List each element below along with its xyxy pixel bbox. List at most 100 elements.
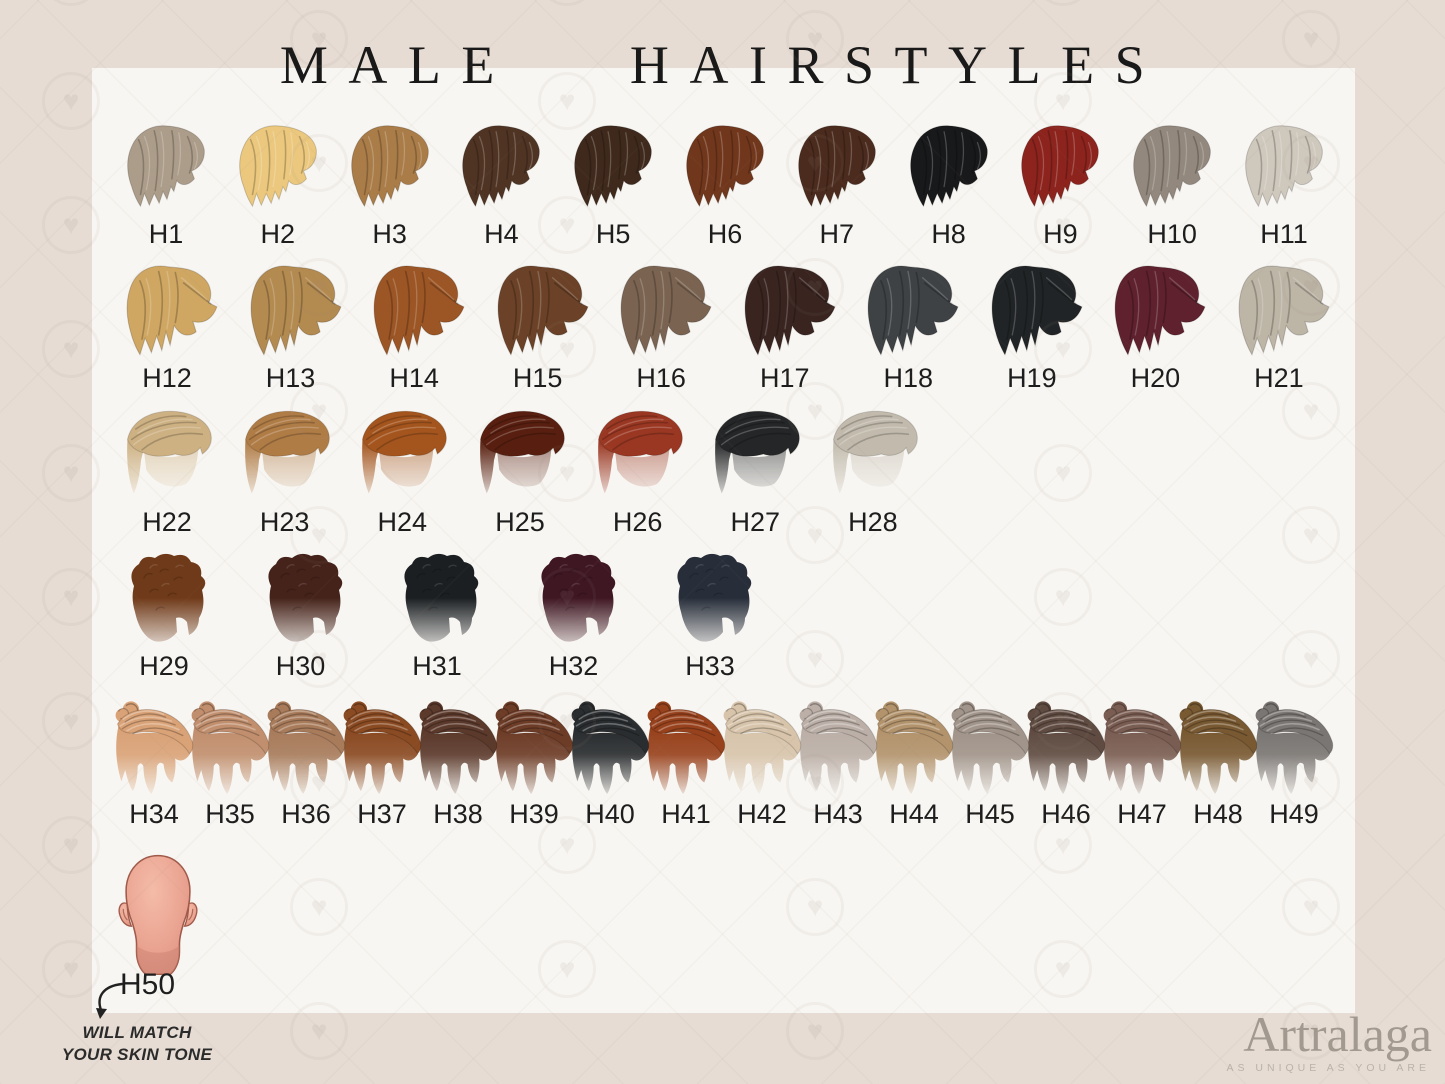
page-title: MALE HAIRSTYLES <box>279 35 1166 95</box>
textured-crop-hair-row: H22 H23 H24 H25 H26 H27 H28 <box>112 402 928 538</box>
hairstyle-label: H3 <box>372 219 407 249</box>
shaggy-hair-icon <box>112 120 220 218</box>
hairstyle-label: H16 <box>636 363 686 393</box>
hairstyle-label: H8 <box>931 219 966 249</box>
hairstyle-item: H24 <box>347 402 457 538</box>
curly-hair-icon <box>385 550 489 650</box>
hairstyle-label: H15 <box>512 363 563 393</box>
crop-hair-icon <box>112 402 222 506</box>
hairstyle-label: H26 <box>612 507 663 537</box>
hairstyle-label: H12 <box>142 363 192 393</box>
hairstyle-item: H47 <box>1104 696 1180 830</box>
hairstyle-label: H42 <box>737 799 787 829</box>
hairstyle-item: H12 <box>108 258 226 394</box>
hairstyle-label: H41 <box>661 799 711 829</box>
swept-hair-icon <box>849 258 967 362</box>
hairstyle-label: H20 <box>1130 363 1181 393</box>
hairstyle-item: H20 <box>1096 258 1214 394</box>
hairstyle-item: H3 <box>336 120 444 250</box>
man-bun-hair-icon <box>268 696 344 798</box>
hairstyle-item: H23 <box>230 402 340 538</box>
skin-tone-note-line1: WILL MATCH <box>82 1023 192 1042</box>
hairstyle-item: H46 <box>1028 696 1104 830</box>
hairstyle-label: H1 <box>148 219 184 249</box>
hairstyle-label: H40 <box>585 799 635 829</box>
hairstyle-label: H18 <box>883 363 934 393</box>
hairstyle-label: H36 <box>281 799 331 829</box>
hairstyle-item: H16 <box>602 258 720 394</box>
hairstyle-item: H29 <box>112 550 216 682</box>
hairstyle-item: H10 <box>1118 120 1226 250</box>
curly-hair-icon <box>112 550 216 650</box>
hairstyle-item: H35 <box>192 696 268 830</box>
swept-hair-icon <box>232 258 350 362</box>
man-bun-hair-icon <box>496 696 572 798</box>
brand-block: Artralaga AS UNIQUE AS YOU ARE <box>1226 1009 1432 1074</box>
hairstyle-item: H17 <box>726 258 844 394</box>
hairstyle-label: H4 <box>484 219 519 249</box>
hairstyle-item: H9 <box>1006 120 1114 250</box>
hairstyle-label: H5 <box>595 219 631 249</box>
hairstyle-item: H26 <box>583 402 693 538</box>
hairstyle-label: H10 <box>1147 219 1197 249</box>
hairstyle-label: H48 <box>1193 799 1243 829</box>
hairstyle-label: H37 <box>357 799 407 829</box>
hairstyle-label: H33 <box>685 651 735 681</box>
hairstyle-item: H38 <box>420 696 496 830</box>
hairstyle-item: H15 <box>479 258 597 394</box>
swept-hair-icon <box>602 258 720 362</box>
hairstyle-label: H19 <box>1007 363 1057 393</box>
brand-logo: Artralaga <box>1243 1006 1432 1062</box>
swept-hair-icon <box>108 258 226 362</box>
hairstyle-item: H25 <box>465 402 575 538</box>
swept-hair-icon <box>726 258 844 362</box>
hairstyle-label: H28 <box>848 507 898 537</box>
curly-hair-icon <box>522 550 626 650</box>
man-bun-hair-icon <box>952 696 1028 798</box>
hairstyle-item: H6 <box>671 120 779 250</box>
heart-watermark-icon: ♥ <box>1034 0 1092 6</box>
shaggy-hair-icon <box>447 120 555 218</box>
hairstyle-label: H47 <box>1117 799 1167 829</box>
shaggy-hair-icon <box>1006 120 1114 218</box>
hairstyle-label: H34 <box>129 799 179 829</box>
hairstyle-item: H45 <box>952 696 1028 830</box>
crop-hair-icon <box>700 402 810 506</box>
hairstyle-item: H30 <box>249 550 353 682</box>
hairstyle-item: H31 <box>385 550 489 682</box>
swept-hair-icon <box>973 258 1091 362</box>
hairstyle-label: H32 <box>548 651 599 681</box>
hairstyle-item: H44 <box>876 696 952 830</box>
hairstyle-item: H22 <box>112 402 222 538</box>
shaggy-hair-icon <box>671 120 779 218</box>
hairstyle-item: H27 <box>700 402 810 538</box>
man-bun-hair-icon <box>800 696 876 798</box>
hairstyle-item: H36 <box>268 696 344 830</box>
hairstyle-label: H30 <box>275 651 326 681</box>
hairstyle-item: H40 <box>572 696 648 830</box>
hairstyle-label: H39 <box>509 799 559 829</box>
shaggy-hair-icon <box>559 120 667 218</box>
hairstyle-item: H7 <box>783 120 891 250</box>
hairstyle-item: H34 <box>116 696 192 830</box>
hairstyle-item: H32 <box>522 550 626 682</box>
hairstyle-item: H39 <box>496 696 572 830</box>
hairstyle-label: H24 <box>377 507 428 537</box>
bald-head-label: H50 <box>120 968 176 1001</box>
hairstyle-label: H49 <box>1269 799 1319 829</box>
crop-hair-icon <box>465 402 575 506</box>
heart-watermark-icon: ♥ <box>42 0 100 6</box>
hairstyle-label: H23 <box>259 507 310 537</box>
curly-hair-icon <box>249 550 353 650</box>
heart-watermark-icon: ♥ <box>538 0 596 6</box>
skin-tone-note-line2: YOUR SKIN TONE <box>61 1045 213 1065</box>
hairstyle-label: H35 <box>205 799 255 829</box>
hairstyle-label: H45 <box>965 799 1015 829</box>
swept-hair-icon <box>479 258 597 362</box>
hairstyle-item: H2 <box>224 120 332 250</box>
man-bun-hair-icon <box>1104 696 1180 798</box>
hairstyle-item: H1 <box>112 120 220 250</box>
brand-tagline: AS UNIQUE AS YOU ARE <box>1226 1062 1430 1074</box>
swept-hair-icon <box>355 258 473 362</box>
